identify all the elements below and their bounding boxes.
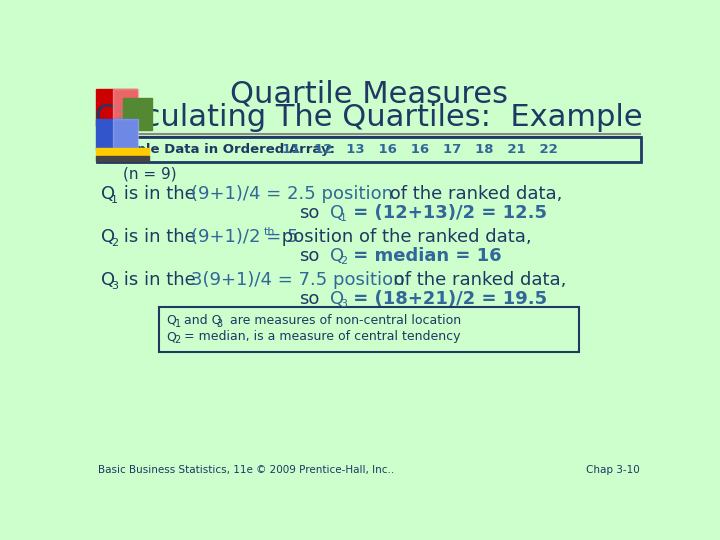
Text: (n = 9): (n = 9) [122, 167, 176, 181]
Text: = median = 16: = median = 16 [347, 247, 502, 265]
Bar [96, 119, 137, 150]
Bar [96, 157, 149, 161]
Text: 3: 3 [111, 281, 118, 291]
Text: Q: Q [101, 228, 115, 246]
Text: Q: Q [166, 314, 176, 327]
Text: Chap 3-10: Chap 3-10 [587, 465, 640, 475]
Text: is in the: is in the [118, 228, 202, 246]
Text: Q: Q [330, 204, 344, 221]
Text: = (12+13)/2 = 12.5: = (12+13)/2 = 12.5 [347, 204, 547, 221]
Text: 3: 3 [216, 319, 222, 329]
Bar [113, 119, 138, 150]
Text: and Q: and Q [180, 314, 222, 327]
Text: of the ranked data,: of the ranked data, [384, 185, 563, 203]
Text: 1: 1 [341, 213, 347, 223]
Text: 1: 1 [174, 319, 181, 329]
Text: (9+1)/2 = 5: (9+1)/2 = 5 [191, 228, 298, 246]
Text: Quartile Measures: Quartile Measures [230, 79, 508, 109]
Text: th: th [264, 227, 275, 237]
Bar [96, 148, 149, 157]
Text: is in the: is in the [118, 272, 202, 289]
Bar [122, 98, 152, 130]
Text: so: so [300, 290, 320, 308]
Text: Calculating The Quartiles:  Example: Calculating The Quartiles: Example [95, 103, 643, 132]
Text: 3(9+1)/4 = 7.5 position: 3(9+1)/4 = 7.5 position [191, 272, 404, 289]
Text: 2: 2 [174, 335, 181, 346]
Text: 3: 3 [341, 299, 347, 309]
Text: = (18+21)/2 = 19.5: = (18+21)/2 = 19.5 [347, 290, 547, 308]
Text: Q: Q [101, 272, 115, 289]
Bar [113, 90, 138, 126]
Text: of the ranked data,: of the ranked data, [388, 272, 567, 289]
Text: Sample Data in Ordered Array:: Sample Data in Ordered Array: [104, 143, 335, 156]
Text: Q: Q [166, 330, 176, 343]
Text: = median, is a measure of central tendency: = median, is a measure of central tenden… [180, 330, 460, 343]
Text: position of the ranked data,: position of the ranked data, [276, 228, 531, 246]
Text: are measures of non-central location: are measures of non-central location [222, 314, 461, 327]
FancyBboxPatch shape [97, 137, 641, 162]
Text: so: so [300, 204, 320, 221]
Text: 2: 2 [111, 238, 118, 248]
Text: 2: 2 [341, 256, 348, 266]
Text: 11   12   13   16   16   17   18   21   22: 11 12 13 16 16 17 18 21 22 [282, 143, 558, 156]
Text: Q: Q [330, 290, 344, 308]
Text: Q: Q [101, 185, 115, 203]
Text: is in the: is in the [118, 185, 202, 203]
Text: 1: 1 [111, 194, 118, 205]
Text: Basic Business Statistics, 11e © 2009 Prentice-Hall, Inc..: Basic Business Statistics, 11e © 2009 Pr… [98, 465, 394, 475]
Text: so: so [300, 247, 320, 265]
Bar [96, 90, 137, 126]
Text: (9+1)/4 = 2.5 position: (9+1)/4 = 2.5 position [191, 185, 392, 203]
FancyBboxPatch shape [159, 307, 579, 352]
Text: Q: Q [330, 247, 344, 265]
